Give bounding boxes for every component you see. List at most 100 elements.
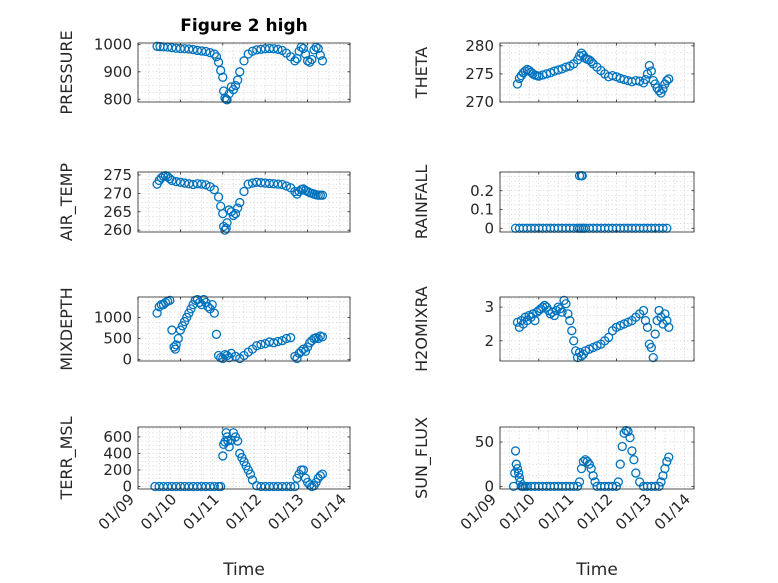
data-point bbox=[317, 332, 328, 342]
axes-box bbox=[137, 296, 351, 362]
x-tick-label: 01/13 bbox=[612, 490, 655, 533]
axes-box bbox=[137, 42, 351, 103]
data-point bbox=[232, 75, 243, 85]
data-point bbox=[277, 179, 287, 190]
x-tick-label: 01/09 bbox=[95, 490, 138, 533]
x-tick-label: 01/14 bbox=[307, 490, 350, 533]
data-point bbox=[201, 46, 211, 57]
data-point bbox=[245, 469, 256, 479]
data-point bbox=[281, 333, 292, 344]
data-point bbox=[615, 459, 625, 469]
y-axis-label: PRESSURE bbox=[57, 30, 76, 114]
data-point bbox=[574, 51, 585, 61]
data-point bbox=[211, 329, 222, 339]
data-point bbox=[290, 186, 300, 197]
data-point bbox=[298, 43, 309, 54]
y-tick-label: 0 bbox=[484, 477, 494, 495]
data-point bbox=[196, 179, 207, 189]
data-point bbox=[209, 49, 219, 59]
y-axis-label: SUN_FLUX bbox=[412, 417, 432, 499]
data-point bbox=[290, 56, 300, 66]
data-point bbox=[218, 451, 228, 461]
x-tick-label: 01/12 bbox=[222, 490, 265, 533]
axes-box bbox=[499, 171, 695, 233]
figure-title: Figure 2 high bbox=[180, 16, 308, 36]
y-tick-label: 260 bbox=[103, 221, 132, 239]
data-point bbox=[235, 67, 245, 77]
y-tick-label: 275 bbox=[465, 65, 494, 83]
data-point bbox=[273, 44, 283, 54]
y-tick-label: 0.2 bbox=[470, 182, 494, 200]
data-point bbox=[574, 477, 585, 487]
data-point bbox=[603, 332, 614, 343]
data-point bbox=[269, 44, 279, 54]
data-point bbox=[625, 432, 635, 443]
x-tick-label: 01/09 bbox=[457, 490, 500, 533]
data-point bbox=[235, 197, 245, 208]
data-point bbox=[567, 326, 577, 336]
data-point bbox=[656, 477, 666, 487]
data-point bbox=[631, 468, 641, 478]
data-point bbox=[629, 455, 639, 465]
data-point bbox=[611, 481, 622, 491]
y-tick-label: 1000 bbox=[94, 308, 132, 326]
x-tick-label: 01/10 bbox=[496, 490, 539, 533]
data-point bbox=[511, 459, 521, 469]
data-point bbox=[171, 176, 181, 187]
data-point bbox=[222, 218, 232, 228]
data-point bbox=[565, 315, 575, 326]
x-tick-label: 01/14 bbox=[651, 490, 694, 533]
data-point bbox=[549, 310, 559, 321]
y-tick-label: 1000 bbox=[94, 35, 132, 53]
data-point bbox=[553, 65, 563, 75]
x-tick-label: 01/13 bbox=[264, 490, 307, 533]
data-point bbox=[230, 208, 241, 219]
data-point bbox=[664, 452, 674, 462]
data-point bbox=[642, 322, 653, 332]
data-point bbox=[218, 72, 228, 82]
data-point bbox=[590, 477, 600, 487]
data-point bbox=[292, 353, 302, 364]
data-point bbox=[224, 442, 234, 452]
data-point bbox=[285, 333, 296, 343]
data-point bbox=[307, 54, 317, 65]
data-point bbox=[273, 336, 283, 347]
data-point bbox=[313, 333, 323, 344]
data-point bbox=[569, 481, 579, 491]
data-point bbox=[218, 86, 229, 96]
y-tick-label: 0.1 bbox=[470, 201, 494, 219]
data-point bbox=[607, 70, 618, 81]
data-point bbox=[165, 295, 175, 306]
data-point bbox=[648, 352, 658, 363]
data-point bbox=[230, 80, 241, 91]
data-point bbox=[662, 456, 672, 467]
data-point bbox=[512, 79, 523, 89]
data-point bbox=[561, 299, 571, 309]
data-point bbox=[252, 341, 262, 351]
data-point bbox=[627, 446, 637, 456]
y-tick-label: 500 bbox=[103, 330, 132, 348]
y-tick-label: 3 bbox=[484, 298, 494, 316]
y-tick-label: 265 bbox=[103, 203, 132, 221]
data-point bbox=[586, 56, 596, 67]
data-point bbox=[228, 210, 239, 221]
data-point bbox=[317, 469, 328, 479]
data-point bbox=[196, 46, 207, 56]
y-tick-label: 50 bbox=[475, 433, 494, 451]
data-point bbox=[152, 308, 162, 318]
data-point bbox=[650, 329, 660, 339]
data-point bbox=[213, 57, 224, 67]
data-point bbox=[152, 41, 162, 51]
data-point bbox=[232, 436, 243, 446]
y-axis-label: AIR_TEMP bbox=[57, 163, 77, 241]
data-point bbox=[179, 178, 190, 188]
data-point bbox=[561, 62, 571, 72]
axes-box bbox=[499, 42, 695, 103]
data-point bbox=[514, 472, 525, 483]
data-point bbox=[209, 481, 219, 492]
data-point bbox=[305, 57, 315, 67]
data-point bbox=[290, 481, 300, 492]
data-point bbox=[660, 309, 670, 319]
data-point bbox=[557, 307, 567, 317]
data-point bbox=[302, 56, 313, 66]
